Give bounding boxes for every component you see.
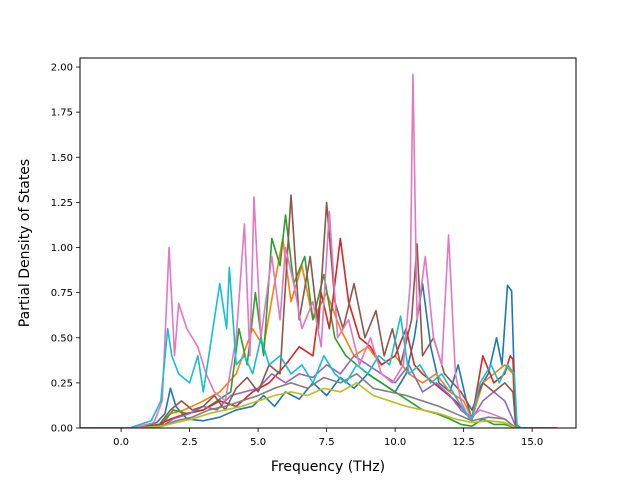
series-line-3 xyxy=(80,214,558,428)
x-tick-label: 12.5 xyxy=(453,437,475,448)
axes-frame xyxy=(79,57,577,429)
y-tick-label: 1.00 xyxy=(51,243,73,254)
x-tick-label: 5.0 xyxy=(250,437,266,448)
y-axis-label: Partial Density of States xyxy=(17,159,33,327)
x-axis: 0.0 2.5 5.0 7.5 10.0 12.5 15.0 xyxy=(113,428,543,448)
x-tick-label: 15.0 xyxy=(521,437,543,448)
y-tick-label: 0.25 xyxy=(51,378,73,389)
series-line-10 xyxy=(80,266,558,428)
series-line-2 xyxy=(80,237,558,428)
y-tick-label: 0.50 xyxy=(51,333,73,344)
y-tick-label: 1.75 xyxy=(51,108,73,119)
y-tick-label: 0.75 xyxy=(51,288,73,299)
y-tick-label: 0.00 xyxy=(51,424,73,435)
x-axis-label: Frequency (THz) xyxy=(271,459,385,475)
plot-area xyxy=(79,57,577,429)
series-line-6 xyxy=(80,194,558,428)
series-layer xyxy=(80,73,558,428)
y-tick-label: 2.00 xyxy=(51,63,73,74)
y-axis: 0.00 0.25 0.50 0.75 1.00 1.25 1.50 1.75 2.00 xyxy=(51,63,80,435)
series-line-4 xyxy=(80,237,558,428)
series-line-9 xyxy=(80,382,558,428)
x-tick-label: 2.5 xyxy=(182,437,198,448)
x-tick-label: 10.0 xyxy=(384,437,406,448)
series-line-5 xyxy=(80,355,558,428)
y-tick-label: 1.50 xyxy=(51,153,73,164)
x-tick-label: 7.5 xyxy=(319,437,335,448)
y-tick-label: 1.25 xyxy=(51,198,73,209)
series-line-7 xyxy=(80,73,558,428)
series-line-8 xyxy=(80,373,558,428)
x-tick-label: 0.0 xyxy=(113,437,129,448)
